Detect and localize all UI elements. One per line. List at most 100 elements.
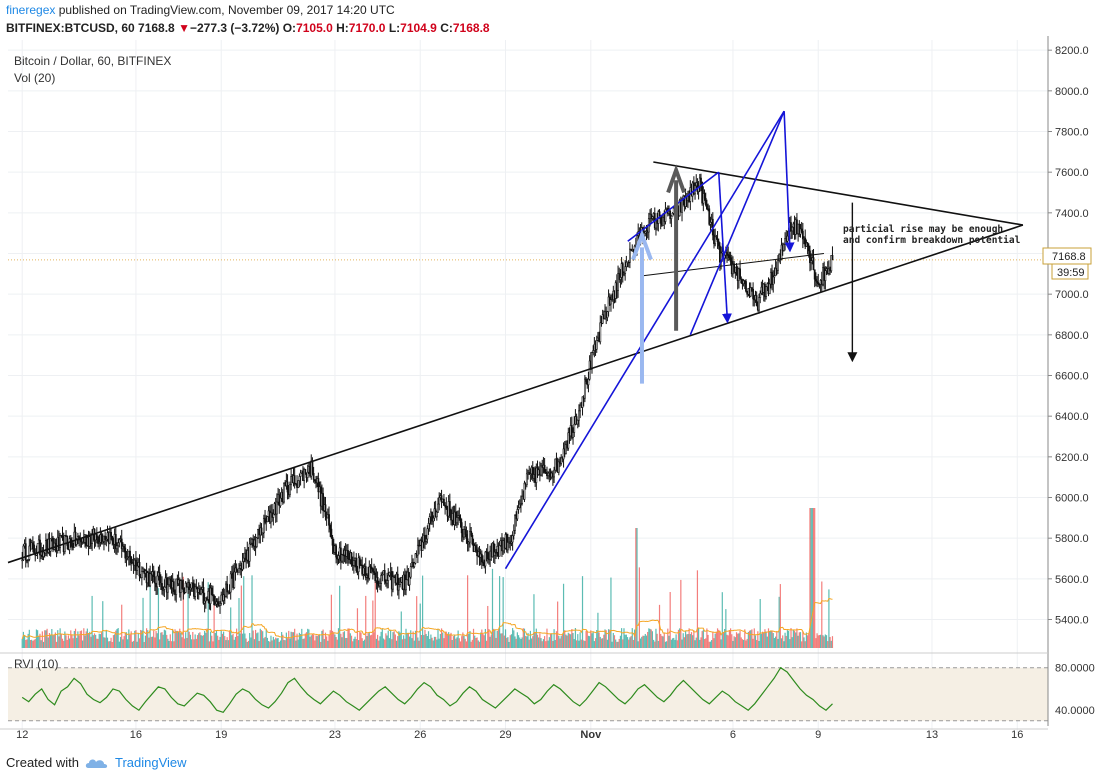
volume-bar bbox=[337, 628, 340, 648]
candle-body bbox=[373, 571, 375, 574]
volume-bar bbox=[476, 637, 478, 648]
volume-bar bbox=[83, 628, 85, 648]
volume-bar bbox=[387, 630, 389, 648]
candle-body bbox=[330, 528, 333, 538]
volume-bar bbox=[579, 632, 581, 648]
volume-bar bbox=[651, 631, 654, 648]
volume-bar bbox=[533, 594, 535, 648]
volume-bar bbox=[641, 636, 643, 648]
volume-bar bbox=[275, 637, 277, 648]
candle-body bbox=[540, 465, 542, 476]
candle-body bbox=[304, 469, 307, 474]
created-with-label: Created with bbox=[6, 755, 79, 770]
volume-bar bbox=[604, 629, 606, 648]
volume-bar bbox=[765, 631, 767, 648]
volume-bar bbox=[719, 630, 721, 648]
volume-bar bbox=[433, 636, 436, 648]
volume-bar bbox=[453, 634, 456, 648]
candle-body bbox=[229, 573, 232, 593]
volume-bar bbox=[493, 628, 495, 648]
volume-bar bbox=[164, 630, 167, 648]
y-tick-label: 7800.0 bbox=[1055, 127, 1089, 139]
candle-body bbox=[629, 248, 631, 263]
candle-body bbox=[158, 572, 161, 585]
volume-bar bbox=[422, 575, 424, 648]
volume-bar bbox=[362, 640, 364, 648]
volume-bar bbox=[567, 632, 569, 648]
candle-body bbox=[715, 236, 718, 240]
volume-bar bbox=[78, 635, 80, 648]
volume-bar bbox=[444, 632, 446, 648]
volume-bar bbox=[792, 629, 794, 648]
volume-bar bbox=[129, 634, 131, 648]
candle-body bbox=[398, 584, 400, 591]
volume-bar bbox=[168, 640, 170, 648]
volume-bar bbox=[577, 634, 579, 648]
volume-bar bbox=[491, 568, 494, 648]
volume-bar bbox=[799, 632, 802, 648]
volume-bar bbox=[496, 630, 498, 648]
volume-bar bbox=[156, 633, 158, 648]
volume-bar bbox=[501, 633, 503, 648]
volume-bar bbox=[738, 633, 740, 648]
volume-bar bbox=[483, 635, 485, 648]
volume-bar bbox=[270, 635, 272, 648]
candle-body bbox=[790, 222, 792, 232]
volume-bar bbox=[540, 638, 542, 648]
candle-body bbox=[465, 534, 468, 540]
candle-body bbox=[350, 552, 353, 565]
candle-body bbox=[768, 283, 771, 295]
publish-info: fineregex published on TradingView.com, … bbox=[6, 3, 395, 17]
volume-bar bbox=[193, 639, 195, 648]
volume-bar bbox=[694, 640, 696, 648]
volume-bar bbox=[823, 636, 825, 648]
candle-body bbox=[814, 278, 817, 282]
volume-bar bbox=[744, 629, 746, 648]
volume-bar bbox=[384, 639, 386, 648]
candle-body bbox=[511, 535, 514, 543]
volume-bar bbox=[478, 641, 481, 648]
volume-bar bbox=[256, 633, 258, 648]
volume-bar bbox=[35, 629, 38, 648]
volume-bar bbox=[260, 630, 263, 648]
volume-bar bbox=[222, 631, 225, 648]
volume-bar bbox=[276, 638, 278, 648]
high-value: 7170.0 bbox=[348, 21, 386, 35]
tradingview-logo-text[interactable]: TradingView bbox=[114, 755, 187, 770]
volume-bar bbox=[638, 567, 640, 648]
volume-bar bbox=[87, 633, 90, 648]
volume-bar bbox=[589, 636, 591, 648]
volume-bar bbox=[767, 628, 770, 648]
volume-bar bbox=[684, 631, 687, 648]
symbol-label[interactable]: BITFINEX:BTCUSD, 60 bbox=[6, 21, 135, 35]
candle-body bbox=[831, 255, 834, 261]
volume-bar bbox=[360, 632, 362, 648]
author-name[interactable]: fineregex bbox=[6, 3, 56, 17]
volume-bar bbox=[66, 639, 68, 648]
volume-bar bbox=[188, 631, 190, 648]
volume-bar bbox=[734, 637, 736, 648]
symbol-bar: BITFINEX:BTCUSD, 60 7168.8 ▼−277.3 (−3.7… bbox=[6, 21, 490, 35]
volume-bar bbox=[711, 640, 713, 648]
candle-body bbox=[482, 561, 484, 564]
candle-body bbox=[418, 544, 420, 547]
volume-bar bbox=[331, 630, 334, 648]
volume-bar bbox=[219, 636, 221, 648]
volume-bar bbox=[72, 638, 74, 648]
volume-bar bbox=[104, 637, 106, 648]
volume-bar bbox=[572, 633, 574, 648]
candle-body bbox=[172, 581, 175, 593]
candle-body bbox=[800, 228, 803, 232]
volume-bar bbox=[95, 634, 97, 648]
volume-bar bbox=[438, 638, 440, 648]
candle-body bbox=[467, 541, 470, 545]
volume-bar bbox=[795, 632, 797, 648]
volume-bar bbox=[282, 634, 284, 648]
candle-body bbox=[448, 501, 451, 511]
candle-body bbox=[421, 541, 424, 551]
volume-bar bbox=[250, 637, 252, 648]
volume-bar bbox=[403, 635, 405, 648]
volume-bar bbox=[741, 639, 744, 648]
candle-body bbox=[658, 211, 661, 217]
